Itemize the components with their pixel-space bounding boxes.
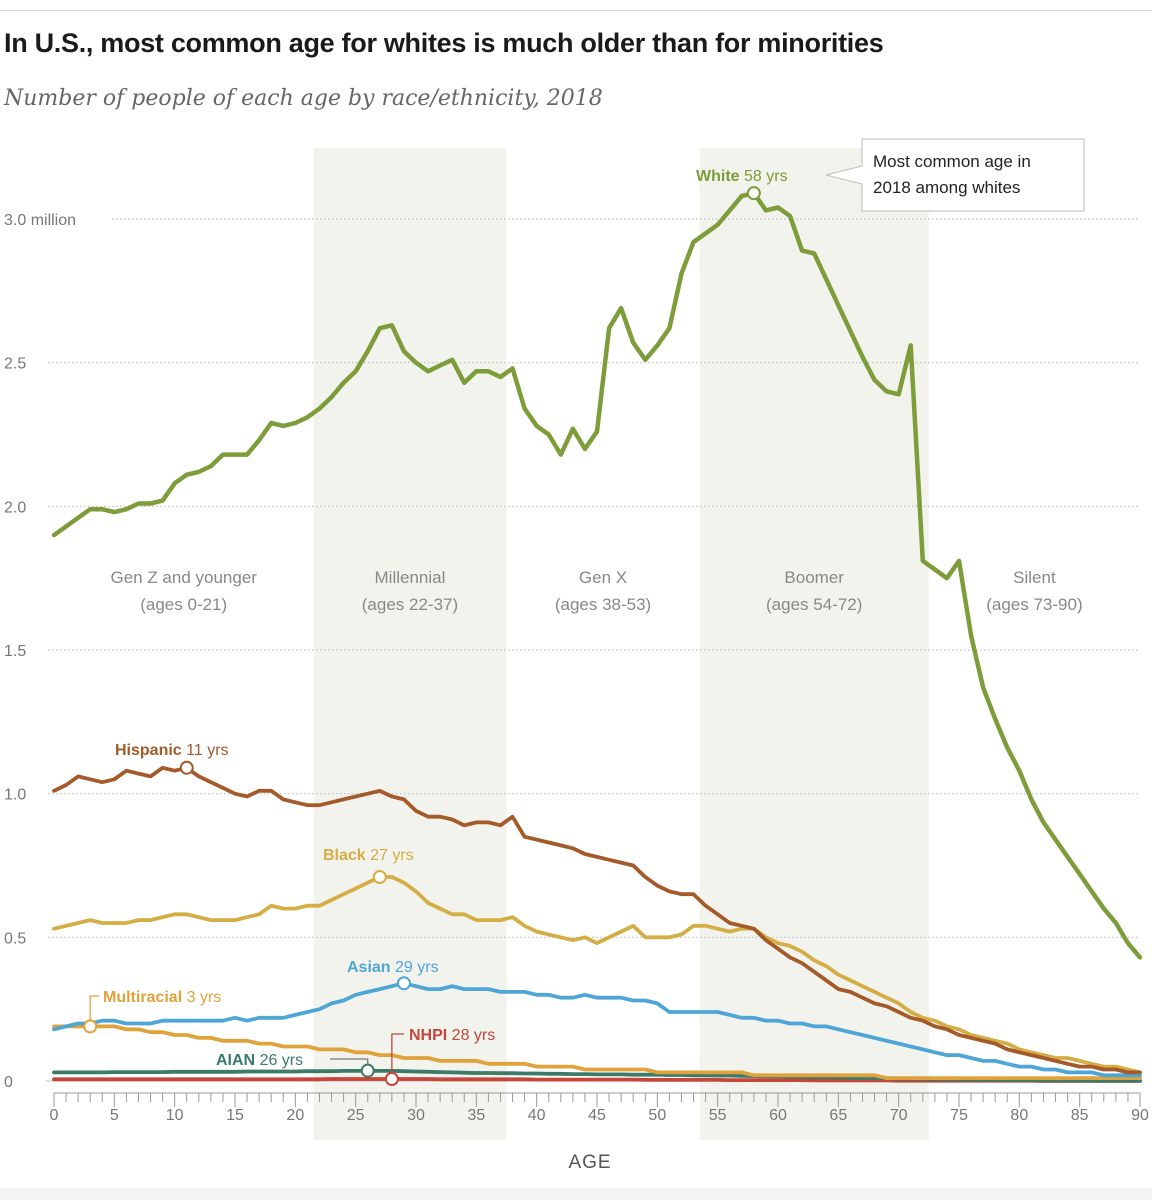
x-tick-label: 75 xyxy=(950,1107,968,1124)
gen-name-millennial: Millennial xyxy=(375,568,446,587)
x-tick-label: 50 xyxy=(648,1107,666,1124)
series-label-black: Black 27 yrs xyxy=(323,847,414,864)
gen-name-gen-x: Gen X xyxy=(579,568,627,587)
gen-range-millennial: (ages 22-37) xyxy=(362,595,458,614)
leader-aian xyxy=(330,1058,369,1065)
callout-box xyxy=(825,138,1085,212)
x-tick-label: 45 xyxy=(588,1107,606,1124)
band-boomer xyxy=(699,148,929,1140)
y-tick-label: 2.0 xyxy=(4,499,26,516)
band-millennial xyxy=(313,148,507,1140)
series-lines xyxy=(51,190,1143,1083)
series-label-nhpi: NHPI 28 yrs xyxy=(409,1027,495,1044)
x-tick-label: 55 xyxy=(709,1107,727,1124)
generation-bands xyxy=(313,148,929,1140)
x-tick-label: 0 xyxy=(50,1107,59,1124)
gridlines: 0 0.5 1.0 1.5 2.0 2.5 3.0 million xyxy=(4,212,1140,1091)
x-tick-label: 90 xyxy=(1131,1107,1149,1124)
peak-marker-nhpi xyxy=(384,1071,399,1086)
x-tick-label: 10 xyxy=(166,1107,184,1124)
gen-name-boomer: Boomer xyxy=(784,568,844,587)
peak-marker-aian xyxy=(360,1063,375,1078)
top-rule xyxy=(0,10,1152,11)
callout-text-line-1: Most common age in xyxy=(873,152,1031,171)
x-tick-label: 60 xyxy=(769,1107,787,1124)
series-label-asian: Asian 29 yrs xyxy=(347,959,439,976)
x-tick-label: 70 xyxy=(890,1107,908,1124)
x-tick-label: 80 xyxy=(1010,1107,1028,1124)
series-label-multiracial: Multiracial 3 yrs xyxy=(103,989,221,1006)
peak-marker-multiracial xyxy=(83,1019,98,1034)
x-tick-label: 65 xyxy=(829,1107,847,1124)
x-tick-label: 30 xyxy=(407,1107,425,1124)
x-axis: 0 5 10 15 20 25 30 35 40 45 50 55 60 65 70 75 80 85 90 AGE xyxy=(50,1092,1149,1173)
gen-range-silent: (ages 73-90) xyxy=(986,595,1082,614)
y-tick-label: 2.5 xyxy=(4,356,26,373)
series-labels: White 58 yrs Hispanic 11 yrs Black 27 yrs A… xyxy=(83,168,788,1086)
x-axis-title: AGE xyxy=(568,1152,611,1173)
x-tick-label: 20 xyxy=(286,1107,304,1124)
x-tick-label: 5 xyxy=(110,1107,119,1124)
chart-title: In U.S., most common age for whites is m… xyxy=(4,28,884,58)
peak-marker-white xyxy=(746,186,761,201)
series-line-hispanic xyxy=(52,765,1142,1075)
x-tick-label: 25 xyxy=(347,1107,365,1124)
y-tick-label: 0 xyxy=(4,1074,13,1091)
gen-name-silent: Silent xyxy=(1013,568,1056,587)
leader-multiracial xyxy=(89,995,99,1021)
series-label-white: White 58 yrs xyxy=(696,168,788,185)
gen-name-gen-z-and-younger: Gen Z and younger xyxy=(110,568,257,587)
y-tick-label: 3.0 million xyxy=(4,212,76,229)
callout-text-line-2: 2018 among whites xyxy=(873,178,1020,197)
x-tick-label: 40 xyxy=(528,1107,546,1124)
series-line-asian xyxy=(52,981,1142,1078)
y-tick-label: 1.0 xyxy=(4,787,26,804)
series-line-black xyxy=(52,875,1142,1075)
series-line-white xyxy=(51,190,1143,960)
x-tick-label: 85 xyxy=(1071,1107,1089,1124)
series-line-multiracial xyxy=(52,1024,1142,1080)
gen-range-boomer: (ages 54-72) xyxy=(766,595,862,614)
y-tick-label: 1.5 xyxy=(4,643,26,660)
bottom-bar xyxy=(0,1188,1152,1200)
peak-marker-hispanic xyxy=(179,760,194,775)
peak-marker-asian xyxy=(396,976,411,991)
gen-range-gen-z-and-younger: (ages 0-21) xyxy=(140,595,227,614)
x-tick-label: 35 xyxy=(467,1107,485,1124)
generation-labels: Gen Z and younger (ages 0-21) Millennial (a… xyxy=(110,568,1082,614)
leader-nhpi xyxy=(391,1033,404,1073)
chart-subtitle: Number of people of each age by race/eth… xyxy=(4,86,603,111)
white-peak-callout: Most common age in 2018 among whites xyxy=(825,138,1085,212)
series-label-aian: AIAN 26 yrs xyxy=(216,1052,303,1069)
x-tick-label: 15 xyxy=(226,1107,244,1124)
y-tick-label: 0.5 xyxy=(4,930,26,947)
series-label-hispanic: Hispanic 11 yrs xyxy=(115,742,229,759)
gen-range-gen-x: (ages 38-53) xyxy=(555,595,651,614)
peak-marker-black xyxy=(372,869,387,884)
